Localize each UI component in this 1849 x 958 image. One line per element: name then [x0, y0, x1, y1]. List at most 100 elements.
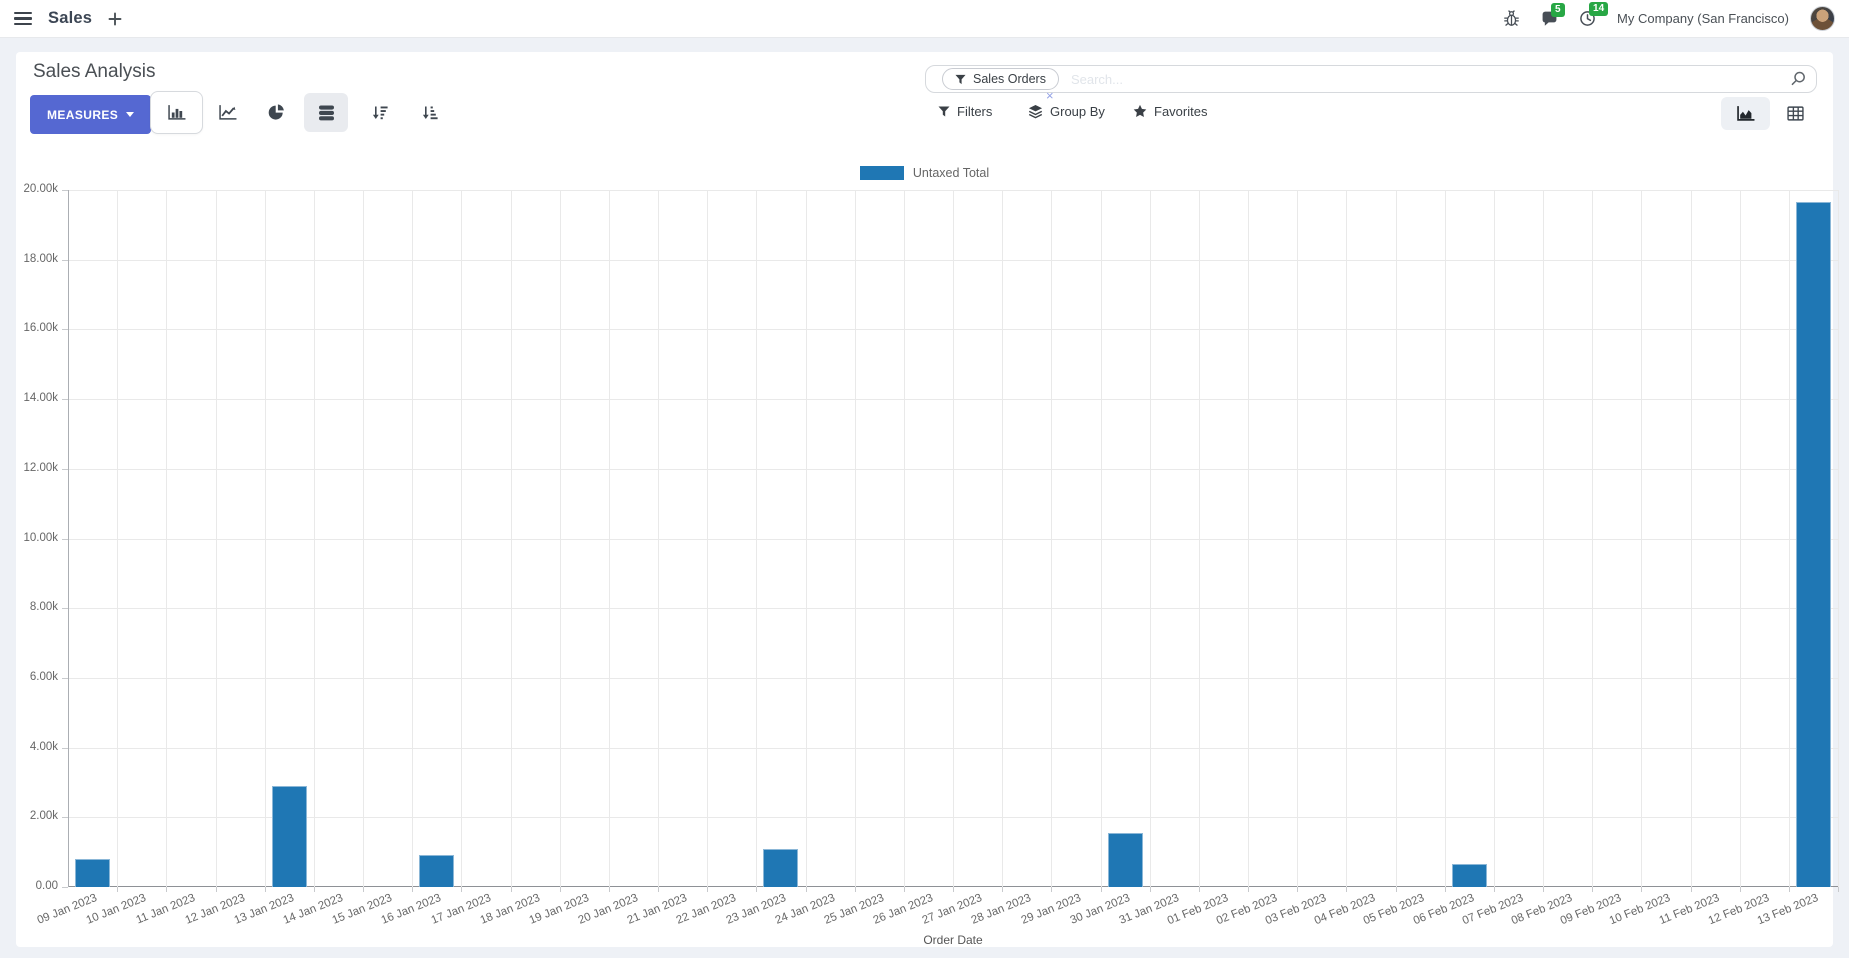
- x-tick: [511, 887, 512, 892]
- gridline-v: [1346, 190, 1347, 887]
- pivot-view-button[interactable]: [1774, 97, 1816, 130]
- y-tick: [62, 260, 68, 261]
- gridline-v: [1494, 190, 1495, 887]
- gridline-v: [1838, 190, 1839, 887]
- x-tick: [560, 887, 561, 892]
- gridline-v: [560, 190, 561, 887]
- sort-ascending-button[interactable]: [408, 91, 452, 134]
- gridline-v: [1789, 190, 1790, 887]
- stacked-toggle-button[interactable]: [304, 93, 348, 132]
- search-icon[interactable]: [1790, 71, 1806, 87]
- gridline-v: [609, 190, 610, 887]
- activities-clock-icon[interactable]: 14: [1579, 2, 1609, 27]
- bar[interactable]: [419, 854, 455, 887]
- search-facet-sales-orders[interactable]: Sales Orders: [942, 68, 1059, 90]
- gridline-v: [1445, 190, 1446, 887]
- pie-chart-icon: [268, 104, 284, 120]
- area-chart-icon: [1736, 106, 1754, 121]
- facet-remove-icon[interactable]: ×: [1046, 88, 1054, 103]
- y-tick-label: 18.00k: [23, 252, 58, 265]
- messages-icon[interactable]: 5: [1541, 2, 1565, 27]
- content-card: Sales Analysis MEASURES: [16, 52, 1839, 947]
- gridline-v: [806, 190, 807, 887]
- activities-badge: 14: [1589, 2, 1609, 16]
- gridline-v: [265, 190, 266, 887]
- pie-chart-mode-button[interactable]: [254, 91, 298, 134]
- legend-label: Untaxed Total: [912, 166, 990, 180]
- y-tick-label: 6.00k: [29, 670, 58, 683]
- x-tick: [265, 887, 266, 892]
- x-tick: [707, 887, 708, 892]
- gridline-v: [1248, 190, 1249, 887]
- bar[interactable]: [1795, 201, 1831, 887]
- line-chart-mode-button[interactable]: [206, 91, 250, 134]
- x-tick: [363, 887, 364, 892]
- y-tick-label: 12.00k: [23, 461, 58, 474]
- x-tick: [855, 887, 856, 892]
- chart-legend[interactable]: Untaxed Total: [16, 166, 1833, 180]
- y-tick-label: 2.00k: [29, 810, 58, 823]
- sort-descending-button[interactable]: [358, 91, 402, 134]
- search-input[interactable]: [1070, 71, 1790, 87]
- gridline-v: [1199, 190, 1200, 887]
- x-tick: [1789, 887, 1790, 892]
- y-tick-label: 16.00k: [23, 322, 58, 335]
- gridline-v: [658, 190, 659, 887]
- search-bar[interactable]: Sales Orders: [925, 65, 1817, 93]
- x-tick: [166, 887, 167, 892]
- measures-button[interactable]: MEASURES: [30, 95, 152, 134]
- y-tick: [62, 748, 68, 749]
- group-by-button[interactable]: Group By: [1028, 100, 1105, 122]
- gridline-v: [1101, 190, 1102, 887]
- y-tick: [62, 608, 68, 609]
- gridline-v: [1396, 190, 1397, 887]
- x-tick: [1101, 887, 1102, 892]
- x-tick: [1445, 887, 1446, 892]
- bar-chart-mode-button[interactable]: [150, 91, 203, 134]
- bar[interactable]: [271, 785, 307, 887]
- app-name[interactable]: Sales: [48, 9, 93, 27]
- x-tick: [904, 887, 905, 892]
- x-tick: [1051, 887, 1052, 892]
- gridline-v: [216, 190, 217, 887]
- debug-bug-icon[interactable]: [1503, 10, 1520, 27]
- legend-swatch: [859, 166, 904, 180]
- x-axis-title: Order Date: [923, 933, 983, 947]
- gridline-v: [1641, 190, 1642, 887]
- y-tick: [62, 469, 68, 470]
- x-tick: [1592, 887, 1593, 892]
- y-tick: [62, 399, 68, 400]
- sort-descending-icon: [372, 106, 388, 120]
- y-tick-label: 14.00k: [23, 392, 58, 405]
- x-tick: [216, 887, 217, 892]
- y-tick: [62, 539, 68, 540]
- filters-button[interactable]: Filters: [938, 100, 992, 122]
- bar[interactable]: [1451, 864, 1487, 887]
- x-tick: [1346, 887, 1347, 892]
- x-tick: [609, 887, 610, 892]
- y-tick-label: 10.00k: [23, 531, 58, 544]
- y-tick: [62, 329, 68, 330]
- gridline-v: [855, 190, 856, 887]
- x-tick: [1740, 887, 1741, 892]
- chevron-down-icon: [126, 112, 135, 117]
- bar[interactable]: [763, 849, 799, 887]
- company-switcher[interactable]: My Company (San Francisco): [1617, 11, 1789, 26]
- user-avatar[interactable]: [1810, 6, 1835, 31]
- y-tick: [62, 817, 68, 818]
- apps-menu-icon[interactable]: [14, 11, 32, 26]
- gridline-v: [1051, 190, 1052, 887]
- graph-view-button[interactable]: [1721, 97, 1770, 130]
- gridline-v: [412, 190, 413, 887]
- gridline-v: [1691, 190, 1692, 887]
- pivot-table-icon: [1786, 106, 1804, 121]
- gridline-v: [166, 190, 167, 887]
- x-tick: [314, 887, 315, 892]
- x-tick: [1838, 887, 1839, 892]
- bar[interactable]: [1107, 833, 1143, 887]
- facet-label: Sales Orders: [973, 72, 1046, 86]
- favorites-button[interactable]: Favorites: [1133, 100, 1207, 122]
- bar[interactable]: [75, 859, 111, 887]
- filter-funnel-icon: [955, 74, 966, 84]
- new-tab-plus-icon[interactable]: [108, 12, 122, 26]
